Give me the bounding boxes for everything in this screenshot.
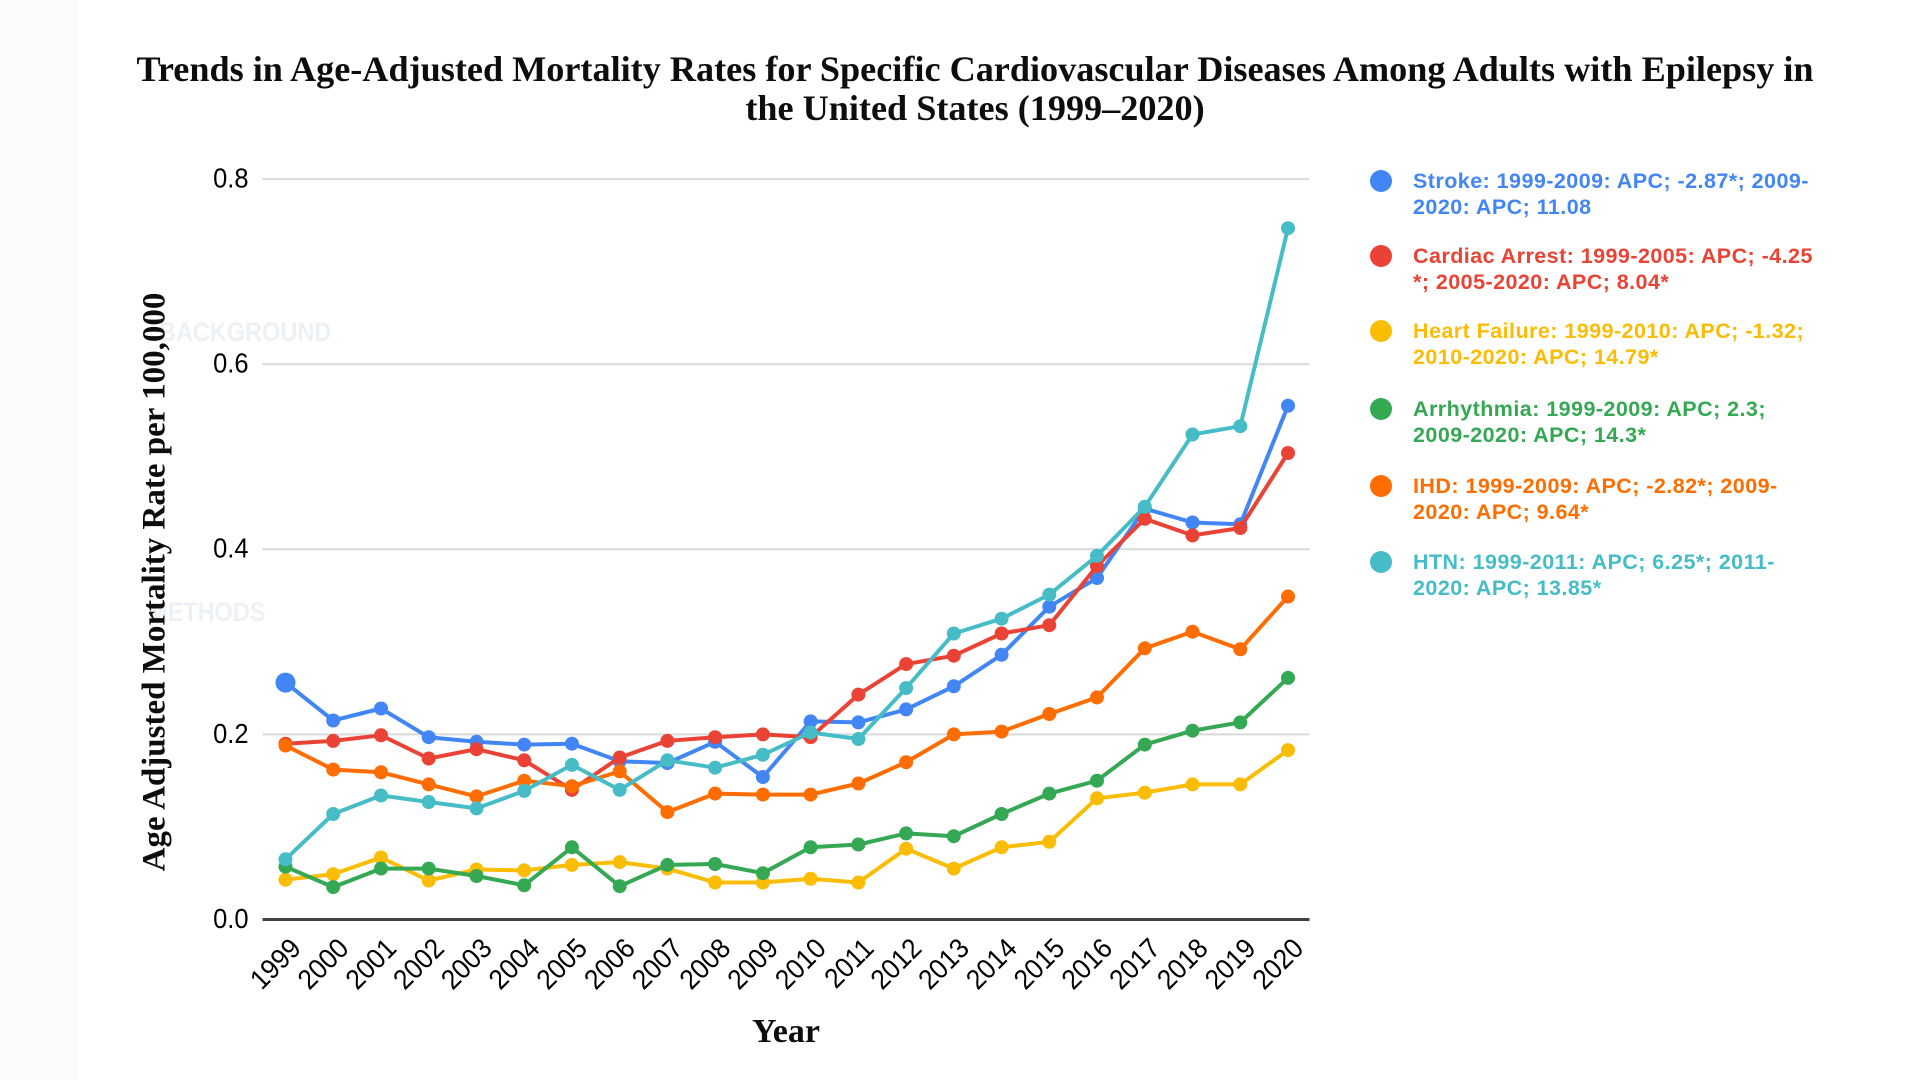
svg-text:2017: 2017 [1103,932,1166,995]
svg-text:2004: 2004 [483,932,546,995]
svg-text:2001: 2001 [339,932,402,995]
svg-text:2009: 2009 [721,932,784,995]
svg-text:0.0: 0.0 [213,903,248,934]
svg-text:2018: 2018 [1151,932,1214,995]
svg-text:2000: 2000 [292,932,355,995]
svg-text:2011: 2011 [818,932,880,994]
svg-text:0.6: 0.6 [213,348,248,379]
svg-text:2010: 2010 [769,932,832,995]
svg-text:2006: 2006 [578,932,641,995]
svg-text:2007: 2007 [626,932,689,995]
svg-text:2002: 2002 [387,932,450,995]
svg-text:1999: 1999 [244,932,307,995]
svg-text:2012: 2012 [865,932,928,995]
svg-text:2019: 2019 [1199,932,1262,995]
svg-text:2016: 2016 [1055,932,1118,995]
svg-text:2013: 2013 [912,932,975,995]
svg-text:2020: 2020 [1246,932,1309,995]
svg-text:2014: 2014 [960,932,1023,995]
svg-text:2003: 2003 [435,932,498,995]
svg-text:2008: 2008 [674,932,737,995]
svg-text:0.2: 0.2 [213,718,248,749]
svg-text:2015: 2015 [1008,932,1071,995]
svg-text:0.4: 0.4 [213,533,249,564]
svg-text:0.8: 0.8 [213,162,248,193]
svg-text:2005: 2005 [530,932,593,995]
